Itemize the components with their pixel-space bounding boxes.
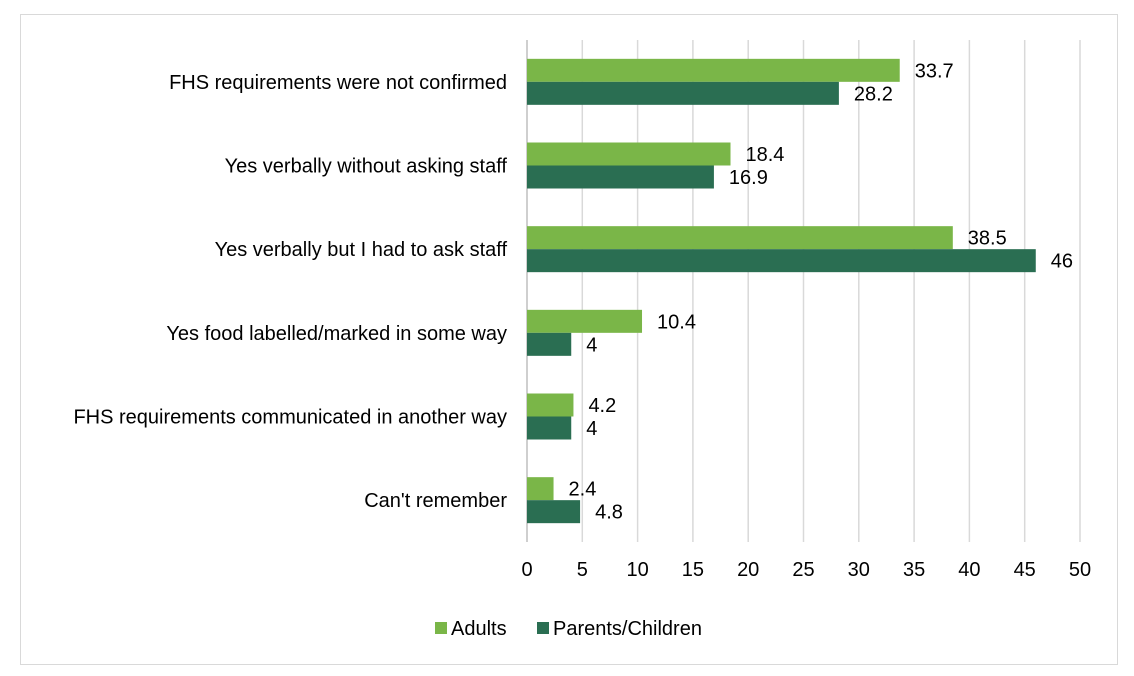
legend-swatch-adults (435, 622, 447, 634)
data-label-parents-children: 4.8 (595, 502, 623, 524)
legend-swatch-parents-children (537, 622, 549, 634)
data-label-adults: 18.4 (746, 144, 785, 166)
category-label: FHS requirements were not confirmed (169, 72, 507, 94)
data-label-parents-children: 16.9 (729, 167, 768, 189)
bar-adults (527, 477, 554, 501)
data-label-parents-children: 28.2 (854, 83, 893, 105)
data-label-adults: 10.4 (657, 311, 696, 333)
bar-adults (527, 142, 731, 166)
data-label-parents-children: 4 (586, 334, 597, 356)
x-axis-ticks: 0 5 10 15 20 25 30 35 40 45 50 (521, 559, 1091, 581)
x-tick-label: 20 (737, 559, 759, 581)
legend-label-adults: Adults (451, 618, 507, 640)
bar-parents-children (527, 416, 572, 440)
x-tick-label: 45 (1014, 559, 1036, 581)
x-tick-label: 50 (1069, 559, 1091, 581)
legend-label-parents-children: Parents/Children (553, 618, 702, 640)
gridlines (526, 40, 1081, 542)
x-tick-label: 0 (521, 559, 532, 581)
bar-adults (527, 393, 574, 417)
bars (527, 58, 1036, 524)
data-label-adults: 38.5 (968, 228, 1007, 250)
category-label: Yes verbally but I had to ask staff (215, 239, 508, 261)
x-tick-label: 25 (792, 559, 814, 581)
chart-frame: 33.7 28.2 18.4 16.9 38.5 46 10.4 4 4.2 4 2.4 4.8 FH… (20, 14, 1118, 665)
x-tick-label: 30 (848, 559, 870, 581)
legend: Adults Parents/Children (435, 618, 702, 640)
data-label-parents-children: 4 (586, 418, 597, 440)
bar-adults (527, 309, 643, 333)
bar-adults (527, 226, 953, 250)
bar-parents-children (527, 249, 1036, 273)
bar-parents-children (527, 500, 581, 524)
data-label-adults: 4.2 (588, 395, 616, 417)
bar-parents-children (527, 332, 572, 356)
data-label-adults: 33.7 (915, 60, 954, 82)
x-tick-label: 35 (903, 559, 925, 581)
bar-adults (527, 58, 900, 82)
category-label: Yes food labelled/marked in some way (166, 323, 507, 345)
bar-parents-children (527, 165, 714, 189)
data-label-parents-children: 46 (1051, 251, 1073, 273)
category-label: Can't remember (364, 490, 507, 512)
x-tick-label: 15 (682, 559, 704, 581)
bar-parents-children (527, 81, 839, 105)
data-label-adults: 2.4 (569, 479, 597, 501)
x-tick-label: 40 (958, 559, 980, 581)
x-tick-label: 10 (626, 559, 648, 581)
category-label: Yes verbally without asking staff (225, 156, 508, 178)
x-tick-label: 5 (577, 559, 588, 581)
category-label: FHS requirements communicated in another… (73, 407, 507, 429)
category-labels: FHS requirements were not confirmed Yes v… (73, 72, 507, 512)
